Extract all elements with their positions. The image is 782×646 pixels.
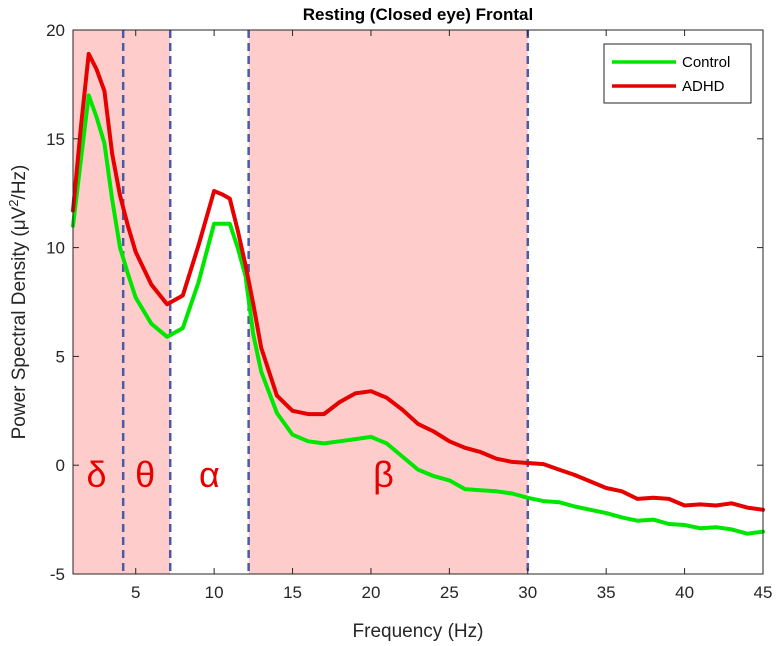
- band-label-3: β: [373, 454, 394, 495]
- y-axis-label-main: Power Spectral Density (μV: [9, 206, 30, 439]
- band-shade-1: [123, 30, 171, 574]
- band-shading-layer: [73, 30, 528, 574]
- x-tick-label: 15: [283, 583, 302, 602]
- x-tick-label: 35: [597, 583, 616, 602]
- legend-label-control: Control: [682, 54, 730, 71]
- band-label-2: α: [199, 454, 220, 495]
- x-tick-label: 45: [754, 583, 773, 602]
- y-axis-label: Power Spectral Density (μV2/Hz): [6, 165, 31, 440]
- band-label-0: δ: [86, 454, 106, 495]
- y-axis-label-superscript: 2: [6, 199, 21, 206]
- ticks-layer: 5 10 15 20 25 30 35 40 45 -5 0 5 10 15 20: [46, 21, 772, 602]
- y-tick-label: 15: [46, 130, 65, 149]
- y-tick-label: 0: [56, 456, 65, 475]
- series-line-control: [71, 93, 765, 536]
- series-line-adhd: [71, 51, 765, 512]
- band-label-1: θ: [135, 454, 155, 495]
- x-tick-label: 5: [131, 583, 140, 602]
- y-tick-label: 5: [56, 347, 65, 366]
- x-tick-label: 10: [205, 583, 224, 602]
- legend-box: [603, 43, 752, 104]
- x-tick-label: 20: [361, 583, 380, 602]
- legend-label-adhd: ADHD: [682, 78, 725, 95]
- y-axis-label-end: /Hz): [9, 165, 30, 200]
- x-tick-label: 30: [518, 583, 537, 602]
- x-tick-label: 40: [675, 583, 694, 602]
- chart-title: Resting (Closed eye) Frontal: [303, 5, 533, 24]
- x-axis-label: Frequency (Hz): [353, 621, 484, 642]
- band-shade-3: [248, 30, 528, 574]
- y-tick-label: 10: [46, 239, 65, 258]
- series-layer: [71, 51, 765, 536]
- legend: Control ADHD: [603, 43, 752, 104]
- plot-frame: [72, 29, 764, 575]
- y-tick-label: -5: [50, 565, 65, 584]
- y-tick-label: 20: [46, 21, 65, 40]
- x-tick-label: 25: [440, 583, 459, 602]
